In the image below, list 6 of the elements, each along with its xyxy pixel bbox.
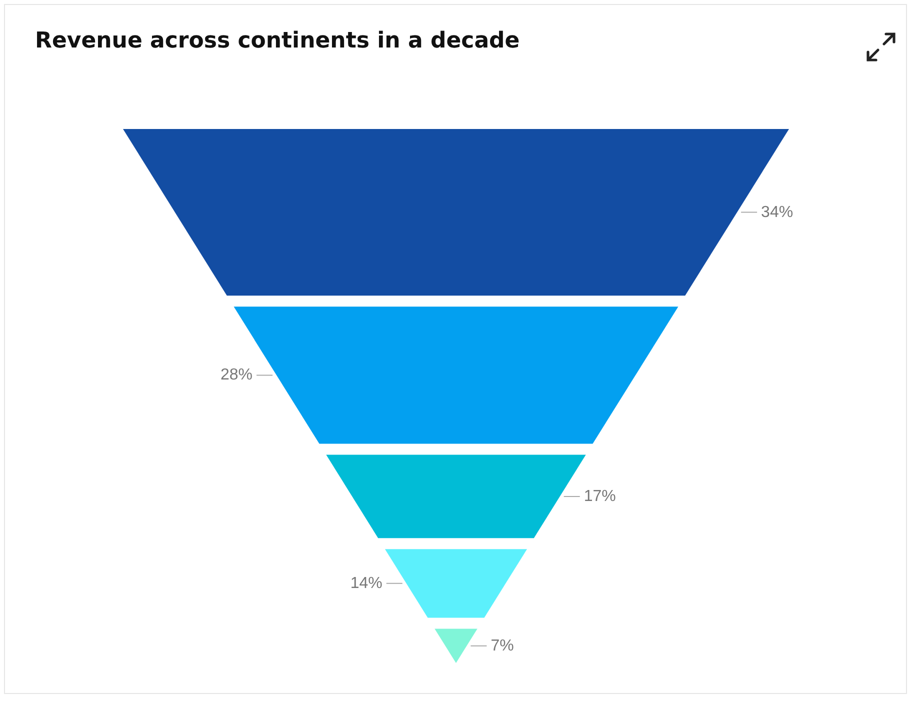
data-label: 14% <box>350 574 382 592</box>
data-label: 17% <box>584 488 616 505</box>
data-label: 7% <box>490 637 514 654</box>
text: Revenue across continents in a decade <box>35 28 520 54</box>
data-label: 34% <box>761 204 794 221</box>
data-label: 28% <box>220 366 253 384</box>
